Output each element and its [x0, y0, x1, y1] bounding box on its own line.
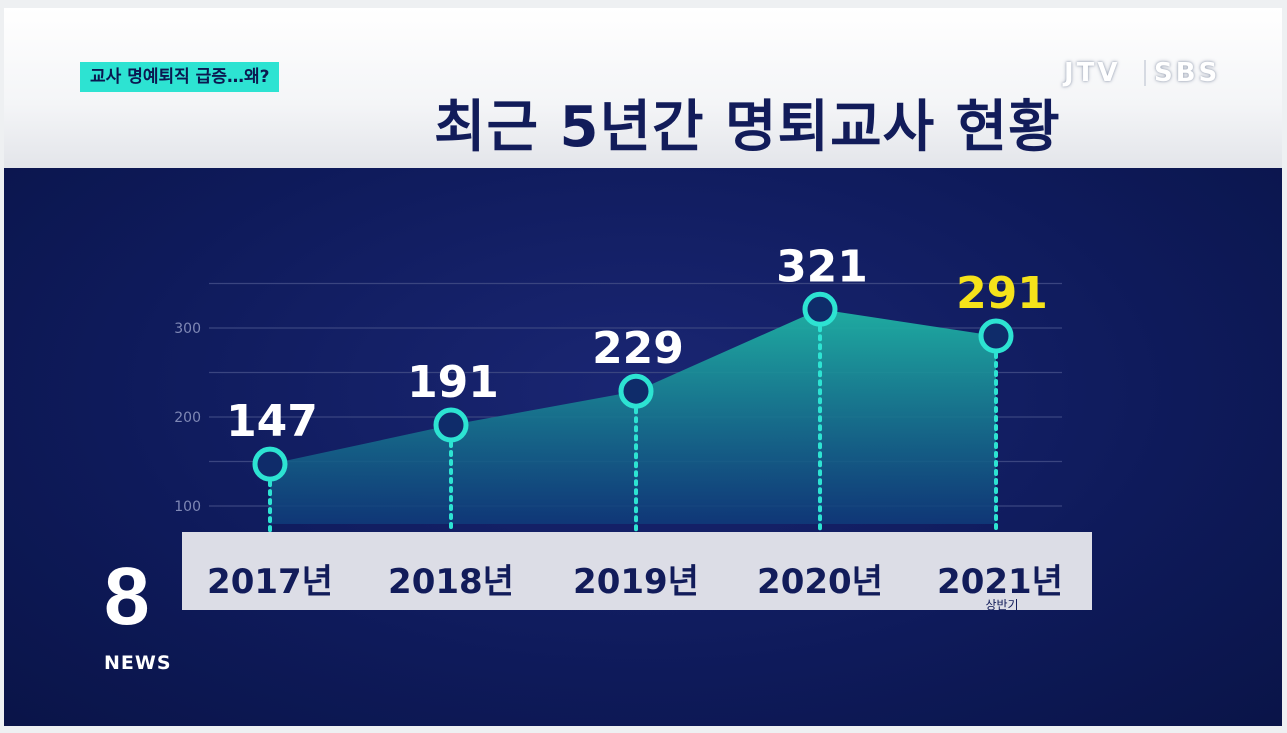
title-bar: 교사 명예퇴직 급증…왜? 최근 5년간 명퇴교사 현황 JTV SBS	[4, 8, 1282, 168]
data-point-marker	[618, 373, 654, 409]
area-chart: 100 200 300 147 191 229 321 291	[174, 241, 1062, 552]
year-axis-band	[182, 532, 1092, 610]
news-logo-number: 8	[104, 551, 150, 642]
data-label: 291	[956, 268, 1048, 319]
chart-title: 최근 5년간 명퇴교사 현황	[434, 95, 1061, 160]
x-tick-label: 2018년	[388, 562, 514, 602]
data-point-marker	[802, 291, 838, 327]
data-label: 229	[592, 323, 684, 374]
x-tick-label: 2019년	[573, 562, 699, 602]
data-point-marker	[252, 446, 288, 482]
x-tick-label: 2021년	[937, 562, 1063, 602]
y-tick-label: 100	[174, 499, 201, 515]
sbs-logo: SBS	[1154, 58, 1221, 88]
y-tick-label: 200	[174, 410, 201, 426]
data-label: 191	[407, 357, 499, 408]
x-tick-label: 2017년	[207, 562, 333, 602]
news-logo-text: NEWS	[104, 652, 172, 674]
headline-caption: 교사 명예퇴직 급증…왜?	[80, 62, 280, 92]
data-point-marker	[433, 407, 469, 443]
logo-divider	[1144, 60, 1146, 86]
y-tick-label: 300	[174, 321, 201, 337]
jtv-logo: JTV	[1064, 58, 1121, 88]
data-point-marker	[978, 318, 1014, 354]
x-tick-label: 2020년	[757, 562, 883, 602]
data-label: 321	[776, 241, 868, 292]
x-tick-sublabel: 상반기	[985, 598, 1019, 612]
broadcast-frame: 교사 명예퇴직 급증…왜? 최근 5년간 명퇴교사 현황 JTV SBS 100…	[4, 8, 1282, 726]
data-label: 147	[226, 396, 318, 447]
